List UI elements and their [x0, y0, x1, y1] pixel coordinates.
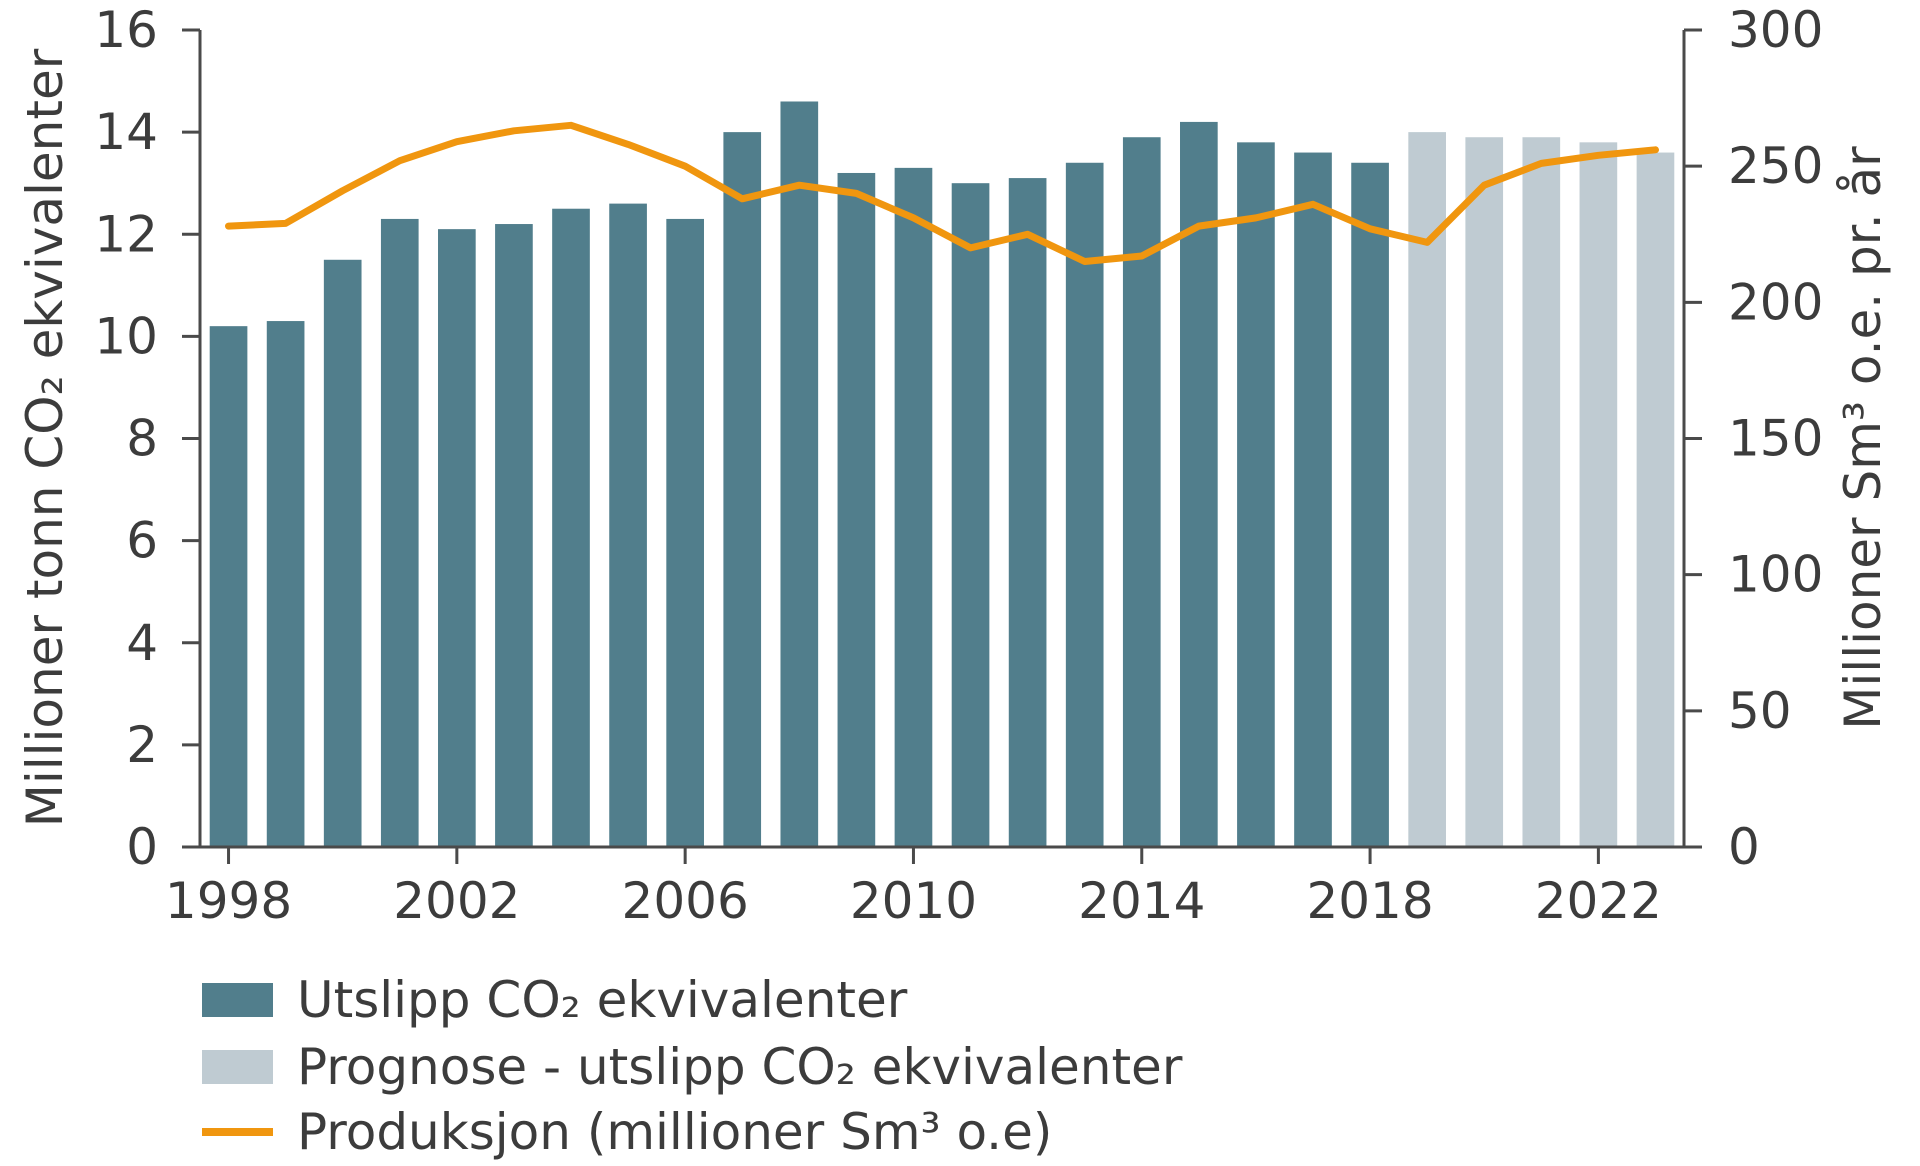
- production-line-group: [225, 121, 1659, 265]
- emission-bar-2008: [780, 101, 819, 848]
- y-left-axis-title: Millioner tonn CO₂ ekvivalenter: [16, 48, 74, 827]
- left-tick-label: 0: [126, 818, 158, 876]
- x-tick-label: 2018: [1306, 872, 1433, 930]
- emission-bar-2003: [495, 224, 533, 848]
- emission-bar-2000: [323, 259, 362, 847]
- emission-bar-2014: [1122, 137, 1161, 847]
- right-tick-label: 150: [1728, 410, 1823, 468]
- emission-bar-2018: [1351, 162, 1389, 847]
- emission-bar-2009: [837, 172, 876, 848]
- left-tick-label: 2: [126, 716, 158, 774]
- x-tick-label: 2006: [622, 872, 749, 930]
- emission-bar-2013: [1065, 162, 1104, 847]
- right-tick-label: 100: [1728, 546, 1823, 604]
- forecast-bar-2019: [1408, 132, 1446, 847]
- left-ticks-group: 0 2 4 6 8 10 12 14 16: [94, 1, 200, 876]
- emission-bar-2001: [380, 218, 419, 847]
- production-line: [225, 121, 1659, 265]
- emission-bar-2015: [1180, 121, 1218, 848]
- left-tick-label: 16: [94, 1, 158, 59]
- emission-bar-2007: [723, 132, 762, 847]
- legend: Utslipp CO₂ ekvivalenter Prognose - utsli…: [202, 971, 1183, 1161]
- emission-bar-2004: [552, 208, 590, 847]
- x-tick-label: 2010: [850, 872, 977, 930]
- emission-bar-2005: [609, 203, 647, 848]
- right-ticks-group: 0 50 100 150 200 250 300: [1684, 1, 1823, 876]
- legend-label-1: Prognose - utslipp CO₂ ekvivalenter: [297, 1038, 1183, 1096]
- x-tick-label: 2014: [1078, 872, 1205, 930]
- x-tick-label: 2002: [393, 872, 520, 930]
- legend-swatch-1: [202, 1050, 273, 1084]
- right-tick-label: 50: [1728, 682, 1792, 740]
- emission-bar-1998: [209, 326, 248, 848]
- right-tick-label: 200: [1728, 273, 1823, 331]
- emission-bar-2002: [438, 229, 476, 848]
- y-right-axis-title: Millioner Sm³ o.e. pr. år: [1834, 146, 1892, 730]
- x-ticks-group: 1998 2002 2006 2010 2014 2018 2022: [165, 847, 1662, 930]
- emission-bar-2016: [1237, 142, 1275, 847]
- forecast-bar-2023: [1636, 152, 1675, 848]
- legend-label-2: Produksjon (millioner Sm³ o.e): [297, 1103, 1052, 1161]
- legend-swatch-0: [202, 983, 273, 1017]
- bars-group: [209, 101, 1675, 848]
- emission-bar-2006: [666, 218, 704, 847]
- right-tick-label: 0: [1728, 818, 1760, 876]
- left-tick-label: 12: [94, 205, 158, 263]
- right-tick-label: 300: [1728, 1, 1823, 59]
- emission-bar-2017: [1294, 152, 1332, 848]
- emission-bar-1999: [266, 321, 305, 847]
- forecast-bar-2021: [1522, 137, 1561, 847]
- left-tick-label: 10: [94, 307, 158, 365]
- x-tick-label: 1998: [165, 872, 292, 930]
- forecast-bar-2022: [1579, 142, 1618, 847]
- emission-bar-2010: [894, 167, 933, 847]
- left-tick-label: 14: [94, 103, 158, 161]
- left-tick-label: 8: [126, 410, 158, 468]
- forecast-bar-2020: [1465, 137, 1504, 847]
- right-tick-label: 250: [1728, 137, 1823, 195]
- legend-label-0: Utslipp CO₂ ekvivalenter: [297, 971, 908, 1029]
- x-tick-label: 2022: [1535, 872, 1662, 930]
- left-tick-label: 6: [126, 512, 158, 570]
- emission-bar-2011: [951, 183, 990, 847]
- emission-bar-2012: [1008, 178, 1047, 848]
- left-tick-label: 4: [126, 614, 158, 672]
